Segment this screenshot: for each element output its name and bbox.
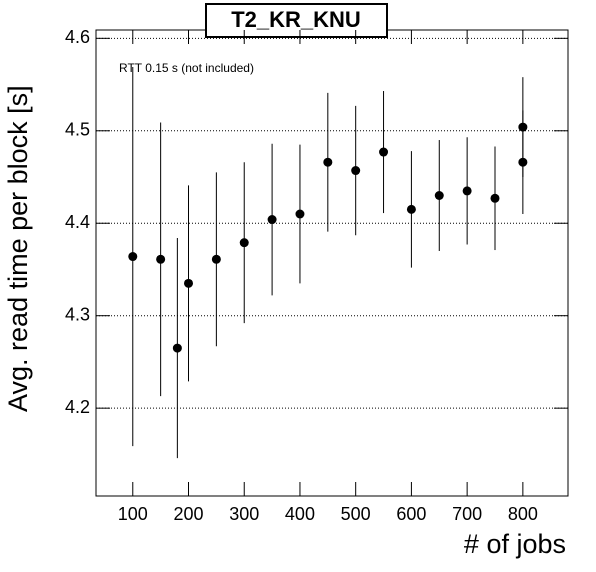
data-point bbox=[462, 186, 472, 196]
data-point bbox=[434, 191, 444, 201]
chart-title: T2_KR_KNU bbox=[231, 7, 361, 32]
data-point bbox=[490, 193, 500, 203]
data-point bbox=[518, 157, 528, 167]
y-tick-label: 4.5 bbox=[65, 120, 90, 140]
data-point bbox=[239, 238, 249, 248]
x-tick-label: 100 bbox=[118, 504, 148, 524]
data-point bbox=[184, 278, 194, 288]
y-tick-label: 4.6 bbox=[65, 27, 90, 47]
x-tick-label: 600 bbox=[396, 504, 426, 524]
data-point bbox=[156, 254, 166, 264]
data-point bbox=[267, 215, 277, 225]
x-axis-label: # of jobs bbox=[464, 529, 566, 559]
x-tick-label: 200 bbox=[173, 504, 203, 524]
data-point bbox=[172, 343, 182, 353]
data-point bbox=[323, 157, 333, 167]
x-tick-label: 700 bbox=[452, 504, 482, 524]
data-point bbox=[211, 254, 221, 264]
y-tick-label: 4.4 bbox=[65, 212, 90, 232]
x-tick-label: 500 bbox=[341, 504, 371, 524]
x-tick-label: 800 bbox=[508, 504, 538, 524]
x-tick-label: 400 bbox=[285, 504, 315, 524]
plot-frame bbox=[95, 29, 569, 497]
annotation: RTT 0.15 s (not included) bbox=[119, 61, 254, 75]
data-point bbox=[351, 166, 361, 176]
y-tick-label: 4.3 bbox=[65, 304, 90, 324]
title-box bbox=[205, 3, 388, 38]
data-point bbox=[406, 204, 416, 214]
y-tick-label: 4.2 bbox=[65, 397, 90, 417]
x-tick-label: 300 bbox=[229, 504, 259, 524]
data-point bbox=[128, 252, 138, 262]
y-axis-label: Avg. read time per block [s] bbox=[3, 85, 33, 412]
data-point bbox=[295, 209, 305, 219]
data-point bbox=[379, 147, 389, 157]
